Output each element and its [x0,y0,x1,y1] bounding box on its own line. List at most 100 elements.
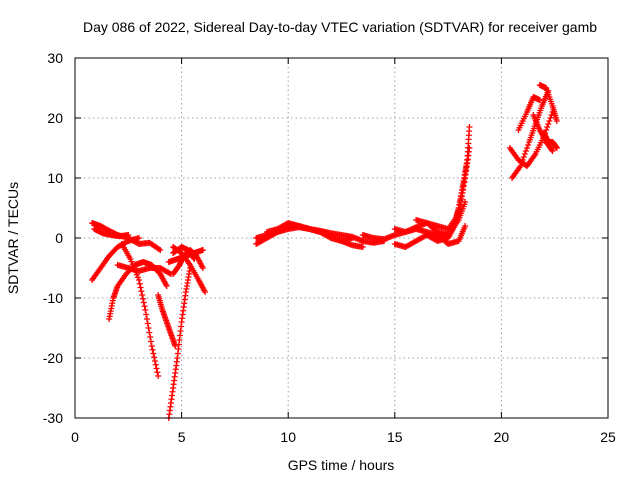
data-point [545,121,552,127]
y-tick-label: -10 [43,290,63,306]
data-point [549,148,556,154]
data-point [143,316,150,322]
x-tick-label: 5 [178,429,186,445]
data-point [138,288,145,295]
data-point [519,157,526,163]
x-tick-label: 10 [280,429,296,445]
data-point [458,190,465,196]
data-point [522,148,529,154]
data-point [523,145,530,151]
data-point [157,247,164,253]
data-points [89,82,560,421]
data-point [143,311,150,318]
data-point [517,163,524,169]
series-arc-27 [541,130,560,151]
data-point [139,292,146,298]
series-arc-8 [165,265,194,421]
data-point [152,361,159,368]
y-tick-label: -30 [43,410,63,426]
data-point [199,265,206,271]
data-point [457,197,464,204]
data-point [326,234,333,241]
data-point [135,277,142,283]
series-arc-26 [536,82,560,124]
y-tick-label: 0 [55,230,63,246]
data-point [455,205,462,211]
series-arc-2 [91,226,132,240]
data-point [141,303,148,310]
data-point [148,343,155,349]
data-point [547,115,554,121]
y-tick-label: 30 [47,50,63,66]
data-point [155,246,162,253]
series-arc-3 [89,235,142,283]
y-tick-label: 10 [47,170,63,186]
series-arc-12 [170,244,198,262]
x-tick-label: 0 [71,429,79,445]
data-point [521,151,528,157]
data-point [149,346,156,353]
data-point [136,280,143,287]
data-point [150,350,157,357]
data-point [153,365,160,372]
data-point [137,284,144,291]
data-point [359,244,366,250]
data-point [151,358,158,364]
data-point [125,232,132,238]
data-point [466,124,473,130]
series-arc-16 [285,221,356,244]
data-point [553,145,560,151]
data-point [146,329,153,336]
data-point [460,182,467,189]
series-arc-19 [391,223,469,250]
data-point [139,295,146,302]
data-point [461,178,468,185]
data-point [525,142,532,148]
data-point [145,325,152,331]
x-tick-label: 25 [600,429,616,445]
data-point [140,299,147,306]
axis-ticks [74,57,609,419]
data-point [135,235,142,241]
data-point [548,146,555,153]
x-axis-label: GPS time / hours [288,457,395,473]
data-point [199,247,206,253]
chart-title: Day 086 of 2022, Sidereal Day-to-day VTE… [83,19,597,35]
data-point [456,201,463,208]
data-point [553,118,560,124]
series-arc-4 [106,259,170,322]
data-point [462,223,469,229]
y-tick-label: -20 [43,350,63,366]
data-point [202,289,209,295]
data-point [151,354,158,361]
data-point [466,145,473,151]
tick-labels: 0 5 10 15 20 25 -30 -20 -10 0 10 20 30 [43,50,616,445]
data-point [123,238,130,245]
data-point [190,254,197,261]
series-arc-24 [515,94,543,133]
data-point [349,235,356,241]
data-point [459,186,466,193]
data-point [458,193,465,200]
series-arc-6 [114,262,174,277]
y-axis-label: SDTVAR / TECUs [5,182,21,294]
data-point [147,334,154,340]
x-tick-label: 20 [494,429,510,445]
data-point [520,154,527,160]
data-point [536,97,543,103]
y-tick-label: 20 [47,110,63,126]
data-point [163,283,170,289]
data-point [172,343,179,349]
data-point [147,338,154,345]
data-point [155,373,162,379]
data-point [154,369,161,376]
series-arc-21 [423,145,473,244]
data-point [191,256,198,262]
data-point [144,320,151,327]
series-arc-7 [155,292,179,349]
x-tick-label: 15 [387,429,403,445]
data-point [544,124,551,130]
data-point [518,160,525,166]
data-point [142,307,149,313]
